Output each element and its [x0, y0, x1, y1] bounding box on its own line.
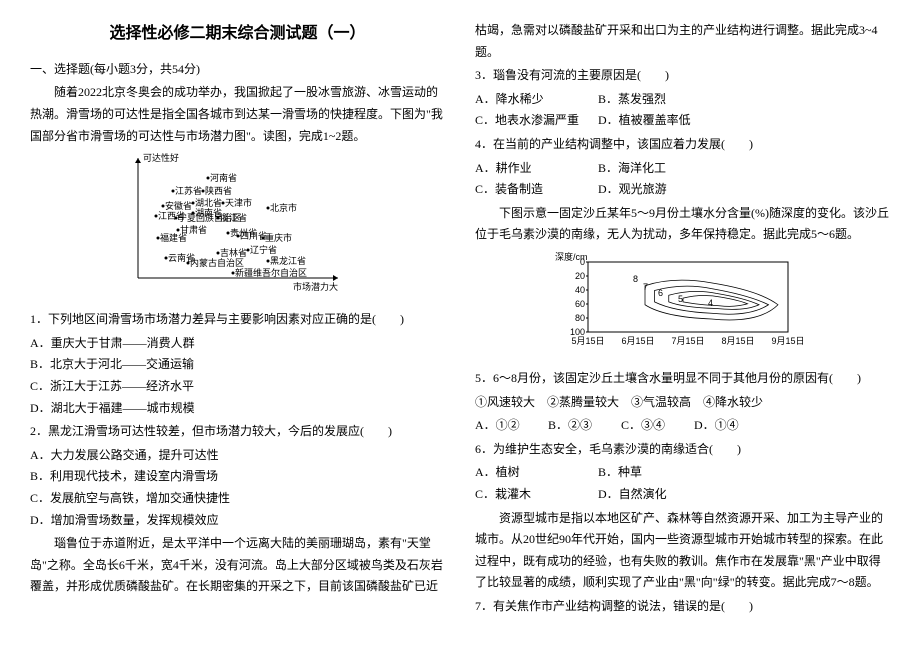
q2-opt-d: D．增加滑雪场数量，发挥规模效应	[30, 510, 445, 532]
q1-opt-a: A．重庆大于甘肃——消费人群	[30, 333, 445, 355]
q1-stem: 1．下列地区间滑雪场市场潜力差异与主要影响因素对应正确的是( )	[30, 309, 445, 331]
q5-stem: 5．6～8月份，该固定沙丘土壤含水量明显不同于其他月份的原因有( )	[475, 368, 890, 390]
svg-text:黑龙江省: 黑龙江省	[270, 255, 306, 266]
svg-text:7: 7	[643, 282, 648, 292]
svg-text:市场潜力大: 市场潜力大	[293, 281, 338, 292]
q6-opt-d: D．自然演化	[598, 484, 708, 506]
svg-text:吉林省: 吉林省	[220, 247, 247, 258]
q6-opts: A．植树 B．种草 C．栽灌木 D．自然演化	[475, 462, 890, 505]
q5-opt-c: C．③④	[621, 415, 681, 437]
q2-stem: 2．黑龙江滑雪场可达性较差，但市场潜力较大，今后的发展应( )	[30, 421, 445, 443]
svg-text:河南省: 河南省	[210, 172, 237, 183]
q2-opt-a: A．大力发展公路交通，提升可达性	[30, 445, 445, 467]
svg-text:0: 0	[579, 257, 584, 267]
svg-text:湖北省: 湖北省	[195, 197, 222, 208]
q2-opt-c: C．发展航空与高铁，增加交通快捷性	[30, 488, 445, 510]
q4-opt-a: A．耕作业	[475, 158, 585, 180]
intro-4: 资源型城市是指以本地区矿产、森林等自然资源开采、加工为主导产业的城市。从20世纪…	[475, 508, 890, 594]
q4-opts: A．耕作业 B．海洋化工 C．装备制造 D．观光旅游	[475, 158, 890, 201]
q5-opt-a: A．①②	[475, 415, 535, 437]
q4-opt-b: B．海洋化工	[598, 158, 708, 180]
q6-opt-c: C．栽灌木	[475, 484, 585, 506]
svg-text:可达性好: 可达性好	[143, 153, 179, 163]
q5-items: ①风速较大 ②蒸腾量较大 ③气温较高 ④降水较少	[475, 392, 890, 414]
svg-text:4: 4	[708, 298, 713, 308]
svg-text:5: 5	[678, 294, 683, 304]
contour-chart: 深度/cm0204060801005月15日6月15日7月15日8月15日9月1…	[553, 252, 813, 362]
q4-opt-d: D．观光旅游	[598, 179, 708, 201]
svg-text:9月15日: 9月15日	[771, 336, 804, 346]
q4-stem: 4．在当前的产业结构调整中，该国应着力发展( )	[475, 134, 890, 156]
q5-opt-d: D．①④	[694, 415, 754, 437]
svg-text:6: 6	[658, 288, 663, 298]
q5-opts: A．①② B．②③ C．③④ D．①④	[475, 415, 890, 437]
svg-text:北京市: 北京市	[270, 202, 297, 213]
svg-text:7月15日: 7月15日	[671, 336, 704, 346]
intro-3: 下图示意一固定沙丘某年5～9月份土壤水分含量(%)随深度的变化。该沙丘位于毛乌素…	[475, 203, 890, 246]
svg-text:天津市: 天津市	[225, 197, 252, 208]
svg-text:20: 20	[574, 271, 584, 281]
q3-stem: 3．瑙鲁没有河流的主要原因是( )	[475, 65, 890, 87]
q1-opts: A．重庆大于甘肃——消费人群 B．北京大于河北——交通运输 C．浙江大于江苏——…	[30, 333, 445, 419]
svg-text:5月15日: 5月15日	[571, 336, 604, 346]
svg-text:福建省: 福建省	[160, 232, 187, 243]
intro-1: 随着2022北京冬奥会的成功举办，我国掀起了一股冰雪旅游、冰雪运动的热潮。滑雪场…	[30, 82, 445, 147]
q6-opt-a: A．植树	[475, 462, 585, 484]
q4-opt-c: C．装备制造	[475, 179, 585, 201]
svg-text:安徽省: 安徽省	[165, 200, 192, 211]
svg-text:新疆维吾尔自治区: 新疆维吾尔自治区	[235, 267, 307, 278]
q2-opt-b: B．利用现代技术，建设室内滑雪场	[30, 466, 445, 488]
q1-opt-d: D．湖北大于福建——城市规模	[30, 398, 445, 420]
q3-opt-d: D．植被覆盖率低	[598, 110, 708, 132]
svg-text:内蒙古自治区: 内蒙古自治区	[190, 257, 244, 268]
page-title: 选择性必修二期末综合测试题（一）	[30, 20, 445, 49]
svg-text:8: 8	[633, 274, 638, 284]
q3-opt-a: A．降水稀少	[475, 89, 585, 111]
q2-opts: A．大力发展公路交通，提升可达性 B．利用现代技术，建设室内滑雪场 C．发展航空…	[30, 445, 445, 531]
q1-opt-c: C．浙江大于江苏——经济水平	[30, 376, 445, 398]
q3-opt-b: B．蒸发强烈	[598, 89, 708, 111]
section-header: 一、选择题(每小题3分，共54分)	[30, 59, 445, 81]
svg-text:40: 40	[574, 285, 584, 295]
svg-text:辽宁省: 辽宁省	[250, 244, 277, 255]
q5-opt-b: B．②③	[548, 415, 608, 437]
svg-text:80: 80	[574, 313, 584, 323]
q7-stem: 7．有关焦作市产业结构调整的说法，错误的是( )	[475, 596, 890, 618]
svg-text:陕西省: 陕西省	[205, 185, 232, 196]
svg-text:江苏省: 江苏省	[175, 185, 202, 196]
q1-opt-b: B．北京大于河北——交通运输	[30, 354, 445, 376]
q6-opt-b: B．种草	[598, 462, 708, 484]
svg-text:60: 60	[574, 299, 584, 309]
svg-text:6月15日: 6月15日	[621, 336, 654, 346]
svg-text:浙江省: 浙江省	[220, 212, 247, 223]
q3-opt-c: C．地表水渗漏严重	[475, 110, 585, 132]
scatter-chart: 可达性好市场潜力大河南省江苏省陕西省湖北省天津市安徽省北京市湖南省江西省宁夏回族…	[128, 153, 348, 303]
q3-opts: A．降水稀少 B．蒸发强烈 C．地表水渗漏严重 D．植被覆盖率低	[475, 89, 890, 132]
svg-text:重庆市: 重庆市	[265, 232, 292, 243]
svg-text:8月15日: 8月15日	[721, 336, 754, 346]
q6-stem: 6．为维护生态安全，毛乌素沙漠的南缘适合( )	[475, 439, 890, 461]
